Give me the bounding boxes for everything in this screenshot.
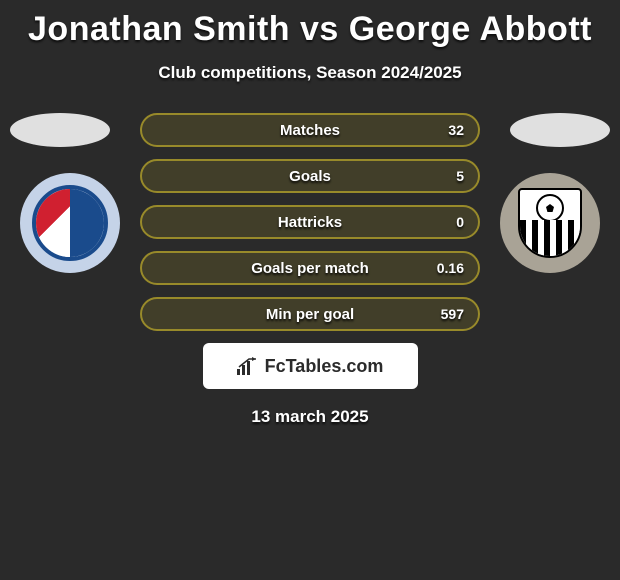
club-badge-right <box>500 173 600 273</box>
stat-row-matches: Matches 32 <box>140 113 480 147</box>
stat-value-right: 0.16 <box>437 260 464 276</box>
subtitle: Club competitions, Season 2024/2025 <box>0 63 620 83</box>
player-right-photo-placeholder <box>510 113 610 147</box>
stat-value-right: 597 <box>441 306 464 322</box>
fctables-logo-icon <box>237 357 259 375</box>
stat-row-goals: Goals 5 <box>140 159 480 193</box>
notts-county-crest-icon <box>512 185 588 261</box>
stat-label: Matches <box>280 122 340 139</box>
stat-label: Min per goal <box>266 306 354 323</box>
page-title: Jonathan Smith vs George Abbott <box>0 0 620 49</box>
stat-value-right: 5 <box>456 168 464 184</box>
stat-row-mpg: Min per goal 597 <box>140 297 480 331</box>
player-left-photo-placeholder <box>10 113 110 147</box>
stat-row-gpm: Goals per match 0.16 <box>140 251 480 285</box>
stat-label: Hattricks <box>278 214 342 231</box>
match-date: 13 march 2025 <box>0 407 620 427</box>
stat-label: Goals <box>289 168 331 185</box>
watermark-text: FcTables.com <box>265 356 384 377</box>
stat-row-hattricks: Hattricks 0 <box>140 205 480 239</box>
stat-value-right: 32 <box>448 122 464 138</box>
stats-list: Matches 32 Goals 5 Hattricks 0 Goals per… <box>140 113 480 331</box>
source-watermark: FcTables.com <box>203 343 418 389</box>
comparison-panel: Matches 32 Goals 5 Hattricks 0 Goals per… <box>0 113 620 427</box>
club-badge-left <box>20 173 120 273</box>
chesterfield-crest-icon <box>32 185 108 261</box>
stat-label: Goals per match <box>251 260 369 277</box>
stat-value-right: 0 <box>456 214 464 230</box>
